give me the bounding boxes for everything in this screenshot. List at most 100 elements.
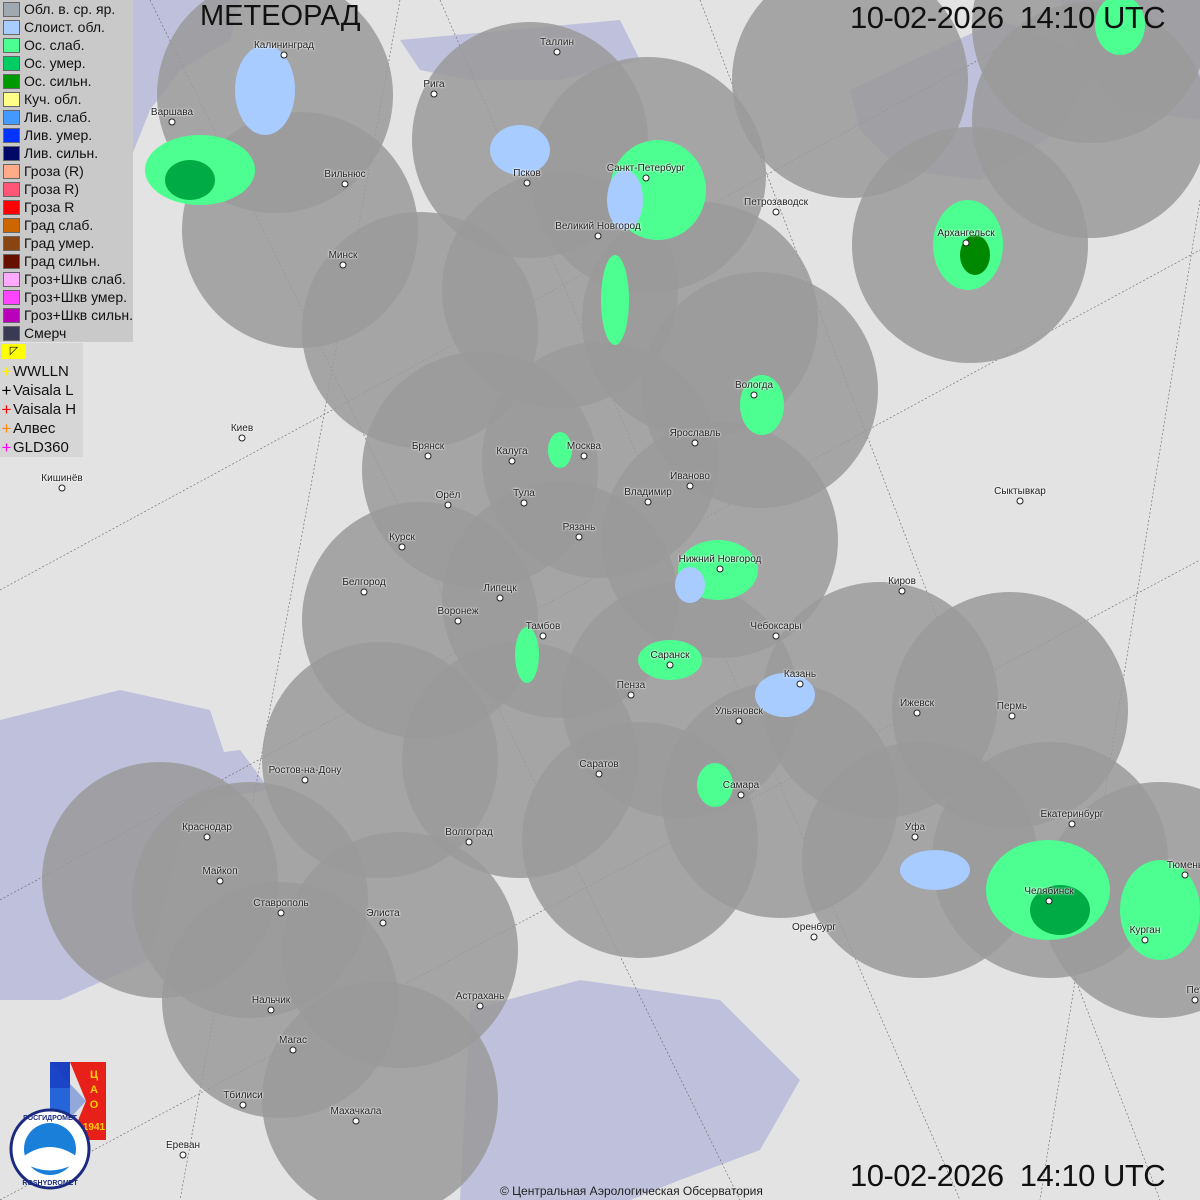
city-marker xyxy=(898,587,906,595)
city-label: Ярославль xyxy=(669,428,721,439)
lightning-label: Vaisala H xyxy=(13,401,77,418)
legend-swatch xyxy=(3,307,20,323)
city-label: Сыктывкар xyxy=(994,486,1046,497)
legend-label: Гроза (R) xyxy=(24,163,84,179)
city-label: Псков xyxy=(513,168,541,179)
city-label: Калининград xyxy=(253,40,315,51)
precipitation-echo xyxy=(675,567,705,603)
copyright: © Центральная Аэрологическая Обсерватори… xyxy=(500,1184,763,1198)
city-marker xyxy=(523,179,531,187)
legend-swatch xyxy=(3,109,20,125)
lightning-label: Алвес xyxy=(13,420,56,437)
cross-icon: + xyxy=(1,437,12,457)
city-label: Саранск xyxy=(650,650,690,661)
city-label: Владимир xyxy=(624,487,672,498)
city-label: Орёл xyxy=(435,490,461,501)
city-marker xyxy=(539,632,547,640)
city-label: Саратов xyxy=(579,759,619,770)
city-marker xyxy=(666,661,674,669)
city-marker xyxy=(179,1151,187,1159)
legend-swatch xyxy=(3,91,20,107)
legend-item: Гроза R) xyxy=(0,180,133,198)
city-label: Варшава xyxy=(150,107,194,118)
precipitation-echo xyxy=(740,375,784,435)
precipitation-echo xyxy=(638,640,702,680)
city-marker xyxy=(496,594,504,602)
city-marker xyxy=(280,51,288,59)
precipitation-echo xyxy=(697,763,733,807)
city-label: Таллин xyxy=(540,37,574,48)
svg-text:А: А xyxy=(90,1084,98,1096)
city-label: Ставрополь xyxy=(253,898,309,909)
precipitation-echo xyxy=(601,255,629,345)
city-marker xyxy=(580,452,588,460)
caspian-sea xyxy=(460,980,800,1200)
svg-text:РОСГИДРОМЕТ: РОСГИДРОМЕТ xyxy=(23,1115,78,1122)
cross-icon: + xyxy=(1,418,12,438)
city-marker xyxy=(716,565,724,573)
legend-label: Ос. сильн. xyxy=(24,73,92,89)
city-marker xyxy=(58,484,66,492)
legend-item: Град слаб. xyxy=(0,216,133,234)
legend-label: Град сильн. xyxy=(24,253,101,269)
city-label: Вологда xyxy=(734,380,774,391)
city-label: Липецк xyxy=(483,583,517,594)
precipitation-echo xyxy=(235,45,295,135)
city-marker xyxy=(686,482,694,490)
city-marker xyxy=(238,434,246,442)
cross-icon: + xyxy=(1,361,12,381)
timestamp-top: 10-02-2026 14:10 UTC xyxy=(850,0,1166,35)
svg-text:1941: 1941 xyxy=(83,1122,106,1133)
city-marker xyxy=(289,1046,297,1054)
city-marker xyxy=(203,833,211,841)
city-label: Иваново xyxy=(670,471,710,482)
legend-item: Смерч xyxy=(0,324,133,342)
legend-label: Лив. умер. xyxy=(24,127,93,143)
city-marker xyxy=(301,776,309,784)
city-label: Вильнюс xyxy=(324,169,366,180)
legend-item: Гроз+Шкв слаб. xyxy=(0,270,133,288)
city-marker xyxy=(454,617,462,625)
city-marker xyxy=(1008,712,1016,720)
legend-swatch xyxy=(3,217,20,233)
city-label: Элиста xyxy=(366,908,400,919)
precipitation-echo xyxy=(515,627,539,683)
radar-coverage-circle xyxy=(762,582,998,818)
legend-label: Гроза R) xyxy=(24,181,80,197)
city-label: Майкоп xyxy=(202,866,238,877)
city-label: Ульяновск xyxy=(715,706,763,717)
legend-swatch xyxy=(3,235,20,251)
city-marker xyxy=(644,498,652,506)
precipitation-echo xyxy=(900,850,970,890)
legend-item: Ос. сильн. xyxy=(0,72,133,90)
city-label: Екатеринбург xyxy=(1040,809,1104,820)
city-label: Кишинёв xyxy=(41,473,83,484)
legend-label: Смерч xyxy=(24,325,67,341)
lightning-label: Vaisala L xyxy=(13,382,74,399)
precipitation-echoes xyxy=(145,0,1200,960)
city-label: Белгород xyxy=(342,577,386,588)
city-label: Тамбов xyxy=(525,621,561,632)
legend-label: Гроз+Шкв слаб. xyxy=(24,271,126,287)
city-marker xyxy=(913,709,921,717)
city-label: Махачкала xyxy=(330,1106,382,1117)
city-label: Москва xyxy=(566,441,602,452)
city-marker xyxy=(216,877,224,885)
city-marker xyxy=(1068,820,1076,828)
city-marker xyxy=(796,680,804,688)
city-label: Архангельск xyxy=(937,228,995,239)
city-label: Оренбург xyxy=(791,922,837,933)
lightning-toggle-icon[interactable]: ◸ xyxy=(2,344,26,359)
city-marker xyxy=(737,791,745,799)
legend-swatch xyxy=(3,37,20,53)
legend-item: Куч. обл. xyxy=(0,90,133,108)
city-label: Чебоксары xyxy=(750,621,802,632)
city-marker xyxy=(1016,497,1024,505)
legend-swatch xyxy=(3,19,20,35)
legend-label: Куч. обл. xyxy=(24,91,82,107)
city-label: Минск xyxy=(328,250,358,261)
legend-swatch xyxy=(3,73,20,89)
city-marker xyxy=(1141,936,1149,944)
legend-item: Гроз+Шкв сильн. xyxy=(0,306,133,324)
